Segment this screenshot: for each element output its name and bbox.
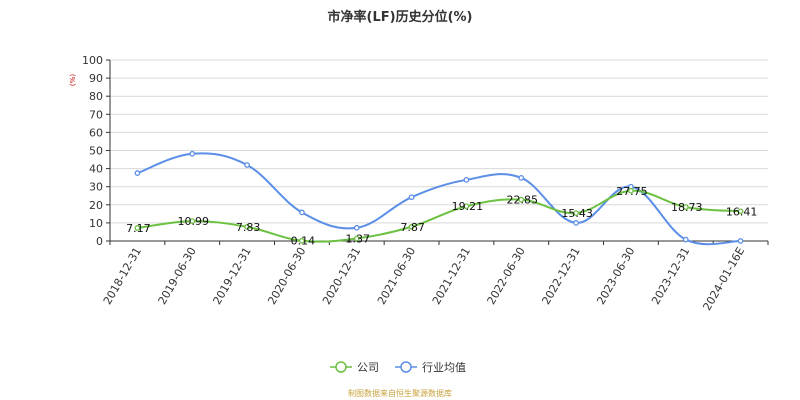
data-label: 7.87 xyxy=(400,221,425,234)
data-point xyxy=(573,220,579,226)
data-label: 7.17 xyxy=(126,222,151,235)
legend-marker xyxy=(400,361,412,373)
data-point xyxy=(299,237,305,244)
data-point xyxy=(244,162,250,168)
y-tick-label: 90 xyxy=(89,72,103,85)
data-label: 18.73 xyxy=(671,201,703,214)
x-tick-label: 2023-06-30 xyxy=(594,245,637,307)
data-point xyxy=(737,238,744,244)
data-point xyxy=(134,170,141,176)
data-label: 10.99 xyxy=(178,215,210,228)
x-tick-label: 2023-12-31 xyxy=(649,245,692,307)
data-point xyxy=(408,223,415,230)
axes xyxy=(109,60,769,245)
data-point xyxy=(463,203,470,210)
x-tick-labels: 2018-12-31 2019-06-30 2019-12-31 2020-06-30… xyxy=(101,245,747,313)
data-point xyxy=(628,187,634,194)
x-tick-label: 2024-01-16E xyxy=(700,245,747,313)
y-tick-label: 60 xyxy=(89,126,103,139)
y-unit-label: (%) xyxy=(69,74,77,86)
series-lines xyxy=(137,152,741,246)
data-labels: 7.17 10.99 7.83 0.14 1.37 7.87 19.21 22.85 15.43… xyxy=(126,185,757,248)
data-point xyxy=(299,209,305,216)
data-point xyxy=(518,174,525,181)
y-tick-label: 10 xyxy=(89,217,103,230)
data-label: 7.83 xyxy=(236,221,261,234)
y-tick-label: 0 xyxy=(96,235,103,248)
series-line-1 xyxy=(137,152,741,246)
source-note: 制图数据来自恒生聚源数据库 xyxy=(348,389,452,398)
x-tick-label: 2021-06-30 xyxy=(375,245,418,307)
x-tick-label: 2022-12-31 xyxy=(539,245,582,307)
x-tick-label: 2021-12-31 xyxy=(430,245,473,307)
data-label: 19.21 xyxy=(452,200,484,213)
data-point xyxy=(189,150,196,157)
y-tick-label: 70 xyxy=(89,108,103,121)
x-tick-label: 2019-12-31 xyxy=(210,245,253,307)
data-point xyxy=(189,218,196,224)
data-label: 16.41 xyxy=(726,205,758,218)
data-label: 0.14 xyxy=(291,235,316,248)
x-tick-label: 2020-12-31 xyxy=(320,245,363,307)
y-tick-label: 40 xyxy=(89,163,103,176)
data-point xyxy=(463,176,470,183)
data-label: 15.43 xyxy=(561,207,593,220)
legend: 公司 行业均值 xyxy=(330,361,466,374)
y-tick-label: 20 xyxy=(89,199,103,212)
legend-marker xyxy=(335,361,347,373)
data-label: 22.85 xyxy=(507,194,539,207)
grid-lines xyxy=(106,59,768,242)
series-points xyxy=(134,150,744,244)
y-tick-label: 80 xyxy=(89,90,103,103)
data-point xyxy=(737,208,744,215)
x-tick-label: 2020-06-30 xyxy=(265,245,308,307)
y-tick-label: 50 xyxy=(89,145,103,158)
x-tick-label: 2019-06-30 xyxy=(156,245,199,307)
data-point xyxy=(573,210,579,216)
data-point xyxy=(682,204,689,210)
legend-label[interactable]: 行业均值 xyxy=(422,361,466,374)
data-point xyxy=(134,225,141,231)
legend-label[interactable]: 公司 xyxy=(357,361,379,374)
x-tick-label: 2022-06-30 xyxy=(485,245,528,307)
data-label: 27.75 xyxy=(616,185,648,198)
data-label: 1.37 xyxy=(346,233,371,246)
x-tick-label: 2018-12-31 xyxy=(101,245,144,307)
data-point xyxy=(353,224,360,231)
chart-title: 市净率(LF)历史分位(%) xyxy=(327,10,473,25)
y-tick-label: 100 xyxy=(82,54,103,67)
series-line-0 xyxy=(137,189,741,243)
data-point xyxy=(518,196,525,203)
data-point xyxy=(353,235,360,242)
y-tick-label: 30 xyxy=(89,181,103,194)
data-point xyxy=(408,194,415,201)
data-point xyxy=(682,236,689,243)
data-point xyxy=(244,223,250,230)
y-tick-labels: 0 10 20 30 40 50 60 70 80 90 100 xyxy=(82,54,103,248)
